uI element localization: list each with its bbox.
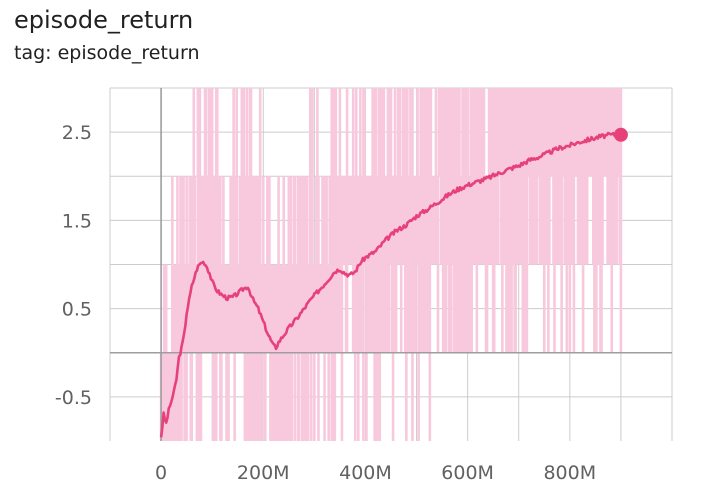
x-tick-label: 600M [441, 462, 494, 484]
tick-label-layer: -0.5 0.5 1.5 2.5 0 200M 400M 600M 800M [55, 122, 596, 484]
last-point-marker [613, 127, 628, 142]
chart-tag-label: tag: episode_return [14, 42, 200, 64]
y-tick-label: -0.5 [55, 387, 92, 409]
x-tick-label: 400M [339, 462, 392, 484]
x-tick-label: 0 [155, 462, 167, 484]
y-tick-label: 2.5 [62, 122, 92, 144]
x-tick-label: 800M [543, 462, 596, 484]
smoothed-line [159, 131, 623, 438]
series-layer [159, 127, 628, 438]
y-tick-label: 1.5 [62, 210, 92, 232]
y-tick-label: 0.5 [62, 299, 92, 321]
x-tick-label: 200M [237, 462, 290, 484]
axis-layer [110, 88, 672, 441]
chart-title: episode_return [14, 6, 194, 34]
